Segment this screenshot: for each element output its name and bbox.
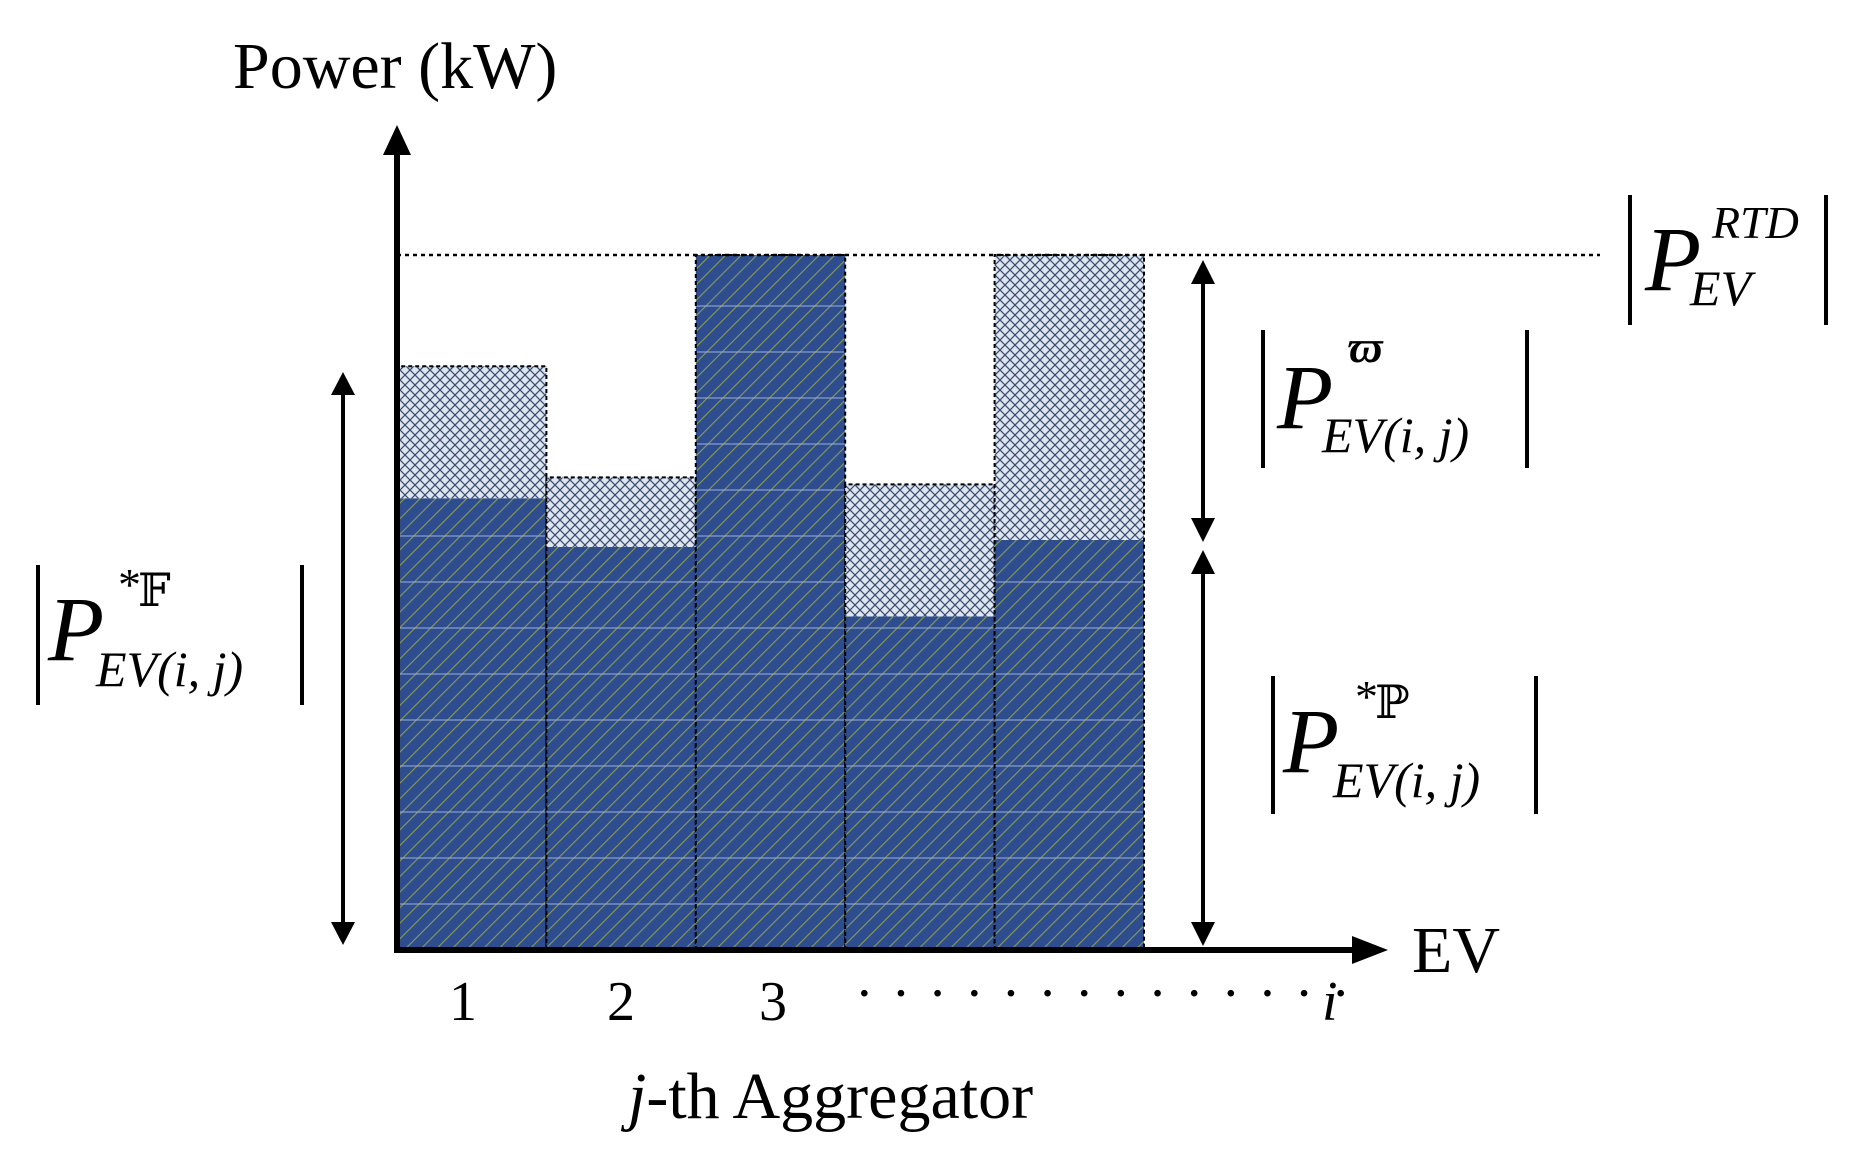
svg-text:P: P bbox=[1282, 690, 1339, 792]
bar-planned-power bbox=[546, 546, 696, 950]
svg-text:ϖ: ϖ bbox=[1348, 321, 1384, 372]
bar-flexibility-margin bbox=[845, 484, 995, 617]
svg-text:ℙ: ℙ bbox=[1375, 677, 1410, 728]
omega-arrow bbox=[1191, 260, 1215, 542]
tick-label-3: 3 bbox=[759, 971, 787, 1033]
tick-ellipsis: · · · · · · · · · · · · · · bbox=[855, 963, 1352, 1025]
flex-power-arrow bbox=[331, 372, 355, 945]
bar-planned-power bbox=[397, 498, 547, 950]
svg-text:RTD: RTD bbox=[1711, 197, 1799, 248]
tick-label-1: 1 bbox=[449, 971, 477, 1033]
plan-power-label: P * ℙ EV(i, j) bbox=[1271, 671, 1538, 814]
y-axis-arrowhead bbox=[383, 125, 411, 155]
bar-flexibility-margin bbox=[397, 366, 547, 499]
tick-label-2: 2 bbox=[607, 971, 635, 1033]
plan-power-arrow bbox=[1191, 550, 1215, 946]
tick-label-i: i bbox=[1322, 971, 1338, 1033]
svg-text:P: P bbox=[1276, 346, 1333, 448]
bar-flexibility-margin bbox=[994, 255, 1144, 540]
svg-text:*: * bbox=[118, 559, 141, 610]
bar-outline bbox=[993, 254, 1145, 950]
bar-outline bbox=[545, 476, 697, 950]
rtd-power-label: P RTD EV bbox=[1628, 195, 1828, 325]
svg-text:P: P bbox=[47, 578, 104, 680]
bar-flexibility-margin bbox=[546, 477, 696, 547]
flex-power-label: P * 𝔽 EV(i, j) bbox=[36, 559, 304, 705]
y-axis-label: Power (kW) bbox=[233, 30, 557, 103]
svg-text:EV(i, j): EV(i, j) bbox=[95, 641, 243, 697]
aggregator-label: j-th Aggregator bbox=[620, 1060, 1033, 1133]
bar-planned-power bbox=[994, 539, 1144, 950]
svg-text:P: P bbox=[1644, 208, 1701, 310]
omega-power-label: P ϖ EV(i, j) bbox=[1261, 321, 1529, 468]
svg-text:EV(i, j): EV(i, j) bbox=[1332, 752, 1480, 808]
svg-text:EV: EV bbox=[1689, 260, 1757, 316]
bar-planned-power bbox=[695, 255, 846, 950]
svg-text:EV(i, j): EV(i, j) bbox=[1321, 407, 1469, 463]
svg-text:𝔽: 𝔽 bbox=[138, 565, 171, 616]
svg-text:*: * bbox=[1355, 671, 1378, 722]
x-axis-label: EV bbox=[1412, 914, 1500, 987]
bars-group bbox=[396, 254, 1145, 950]
x-axis-arrowhead bbox=[1352, 936, 1388, 964]
bar-planned-power bbox=[845, 616, 995, 950]
